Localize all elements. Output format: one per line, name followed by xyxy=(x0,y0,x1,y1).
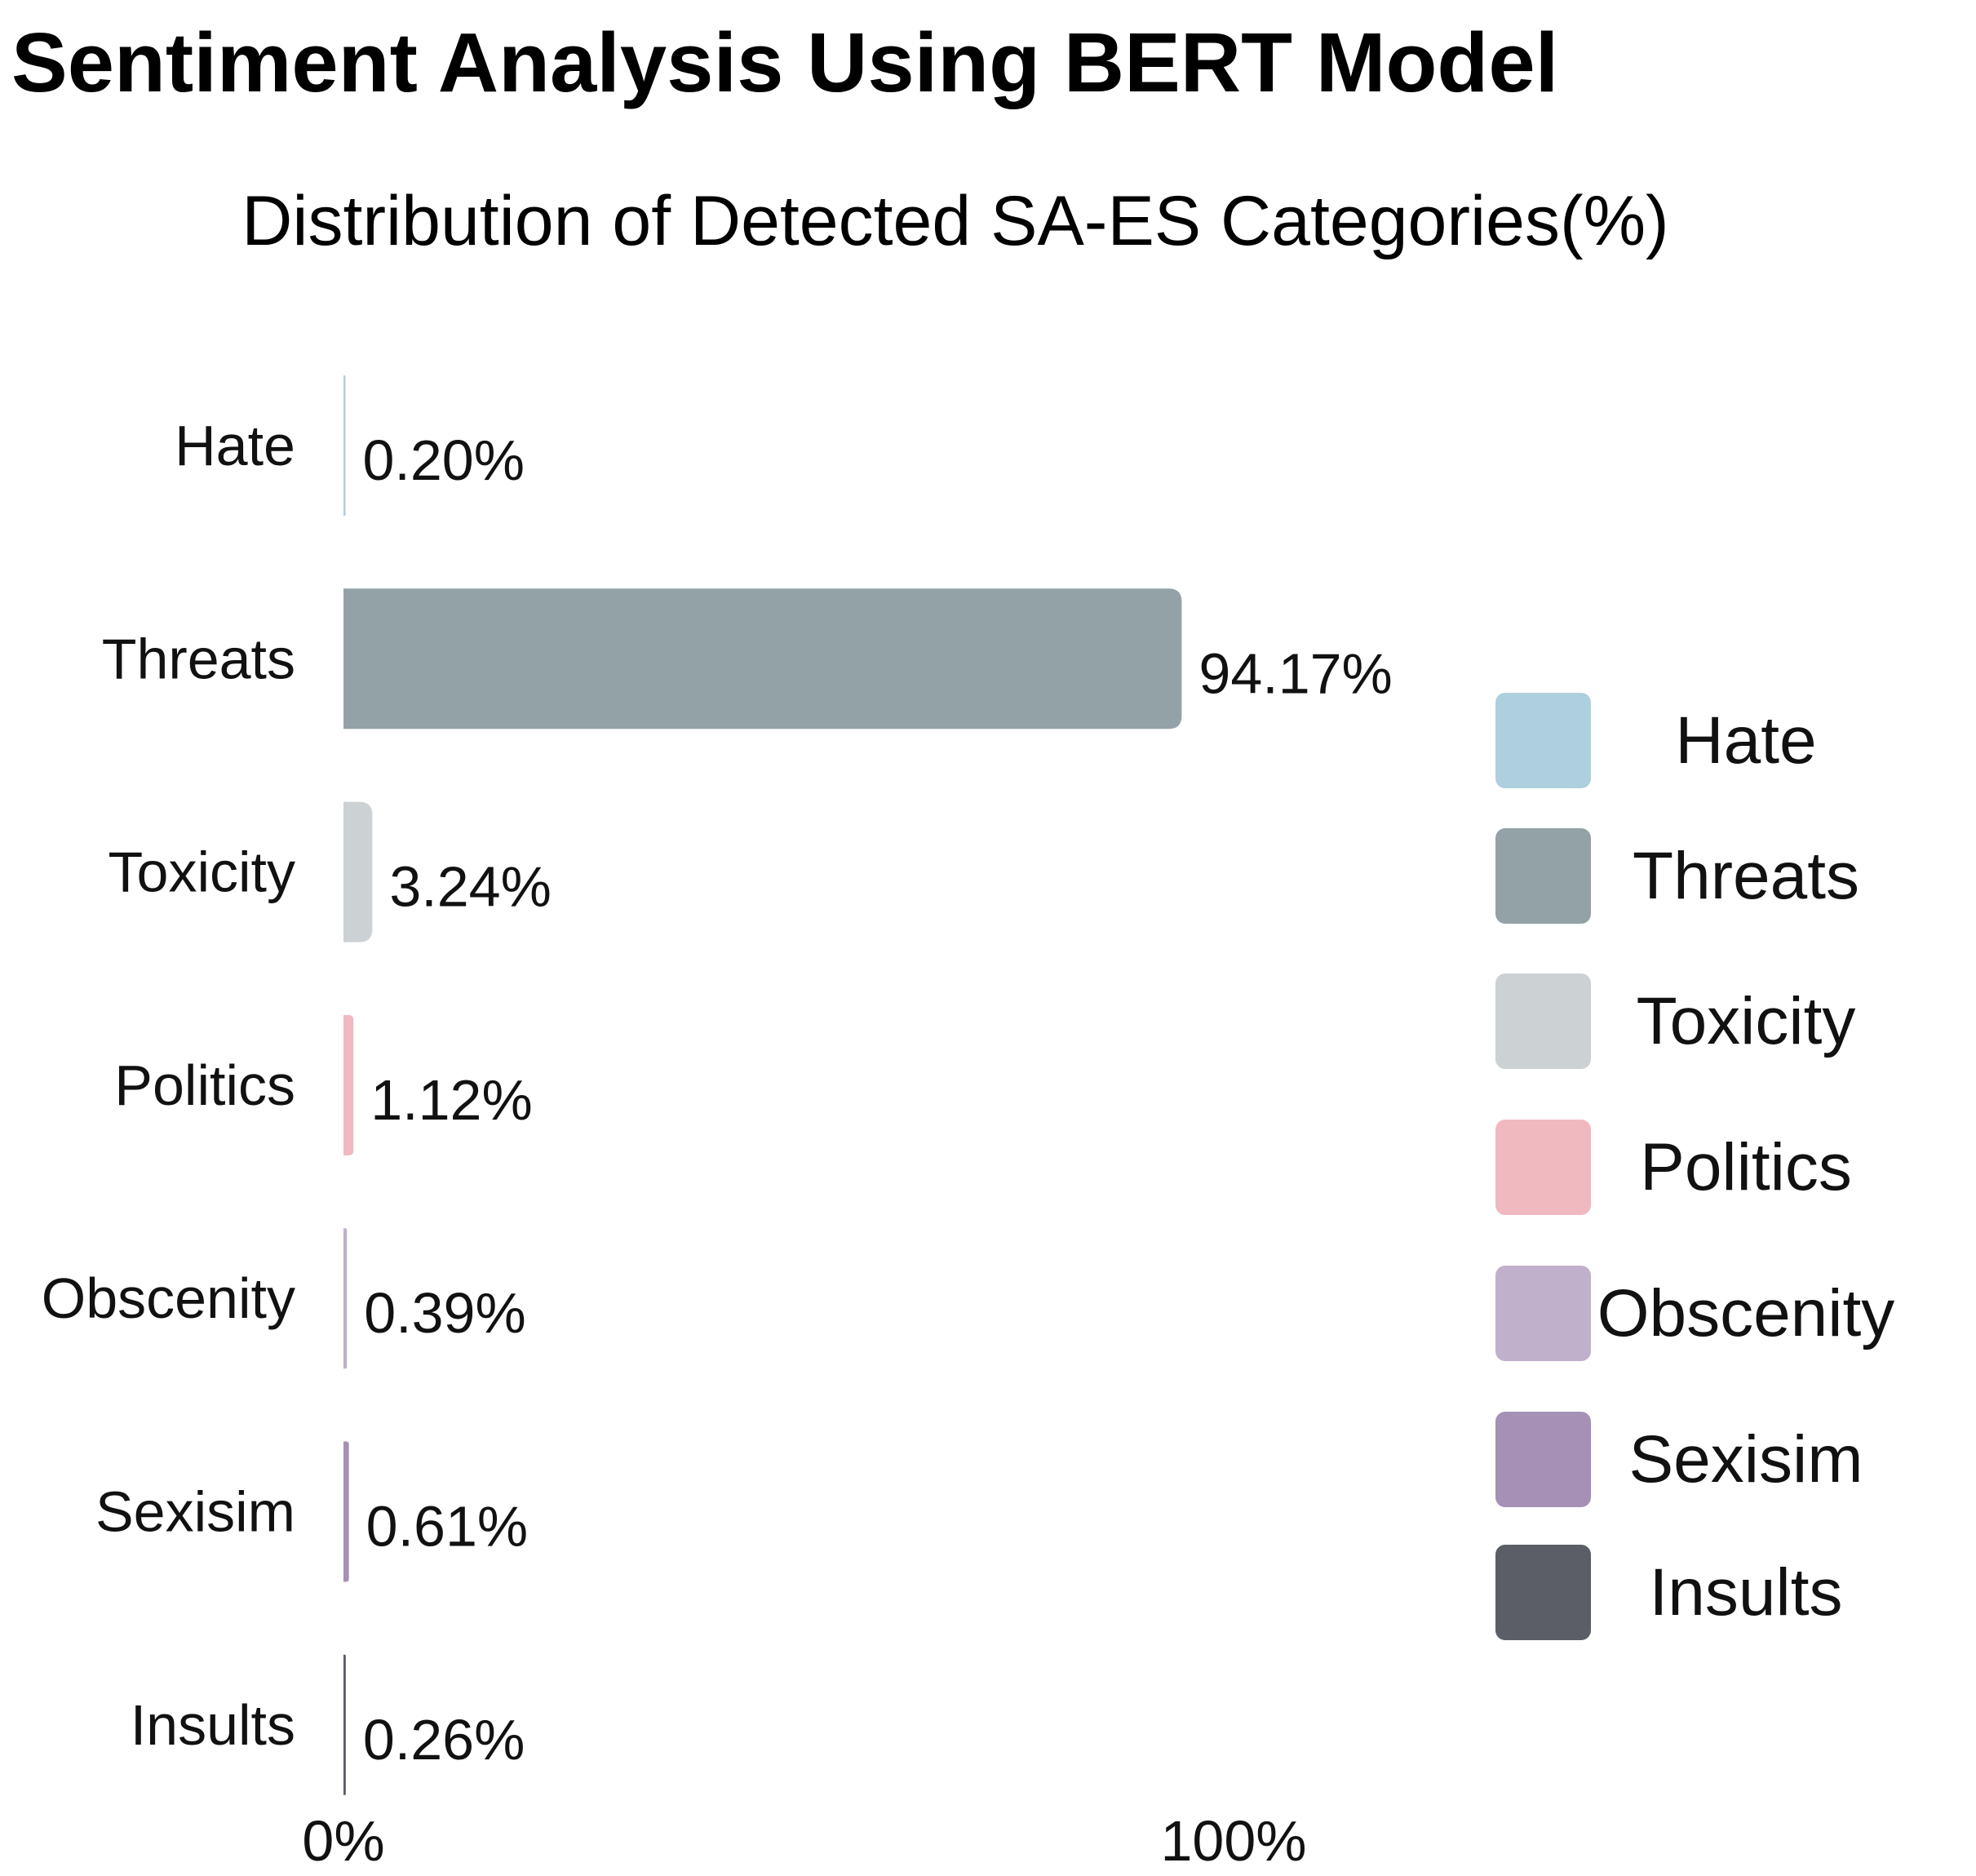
legend-label-obscenity: Obscenity xyxy=(1597,1276,1895,1350)
legend-label-threats: Threats xyxy=(1633,839,1859,913)
value-label-politics: 1.12% xyxy=(370,1068,532,1132)
legend: Hate Threats Toxicity Politics Obscenity Sexi… xyxy=(1495,693,1894,1640)
legend-swatch-obscenity xyxy=(1495,1266,1591,1361)
category-label-toxicity: Toxicity xyxy=(109,840,295,904)
legend-swatch-politics xyxy=(1495,1120,1591,1215)
bar-obscenity xyxy=(343,1228,348,1369)
x-tick-label-0: 0% xyxy=(302,1809,384,1873)
legend-swatch-toxicity xyxy=(1495,973,1591,1069)
chart-title: Sentiment Analysis Using BERT Model xyxy=(11,16,1558,109)
value-label-insults: 0.26% xyxy=(363,1708,525,1772)
legend-swatch-sexisim xyxy=(1495,1412,1591,1507)
value-label-toxicity: 3.24% xyxy=(389,855,551,919)
category-label-politics: Politics xyxy=(114,1053,295,1117)
legend-label-politics: Politics xyxy=(1640,1130,1852,1204)
category-label-obscenity: Obscenity xyxy=(42,1266,295,1330)
bar-politics xyxy=(343,1014,354,1155)
category-label-threats: Threats xyxy=(102,627,295,690)
legend-swatch-threats xyxy=(1495,828,1591,924)
bar-toxicity xyxy=(343,801,373,942)
value-label-obscenity: 0.39% xyxy=(364,1281,525,1345)
legend-swatch-insults xyxy=(1495,1545,1591,1640)
category-label-insults: Insults xyxy=(131,1693,295,1757)
bar-insults xyxy=(343,1654,346,1795)
bar-sexisim xyxy=(343,1441,349,1582)
chart-subtitle: Distribution of Detected SA-ES Categorie… xyxy=(241,182,1668,260)
bar-hate xyxy=(343,375,346,516)
legend-label-toxicity: Toxicity xyxy=(1637,984,1856,1058)
value-label-hate: 0.20% xyxy=(363,428,525,492)
legend-swatch-hate xyxy=(1495,693,1591,788)
legend-label-hate: Hate xyxy=(1675,703,1816,778)
legend-label-insults: Insults xyxy=(1650,1555,1843,1630)
category-label-sexisim: Sexisim xyxy=(95,1480,295,1544)
category-label-hate: Hate xyxy=(175,414,295,477)
value-label-threats: 94.17% xyxy=(1198,641,1392,705)
bars-layer: Hate 0.20% Threats 94.17% Toxicity 3.24% Polit… xyxy=(42,375,1393,1795)
x-tick-label-1: 100% xyxy=(1160,1809,1306,1873)
x-axis: 0% 100% xyxy=(302,1809,1306,1873)
legend-label-sexisim: Sexisim xyxy=(1628,1422,1863,1497)
bar-threats xyxy=(343,588,1182,730)
value-label-sexisim: 0.61% xyxy=(366,1495,528,1559)
